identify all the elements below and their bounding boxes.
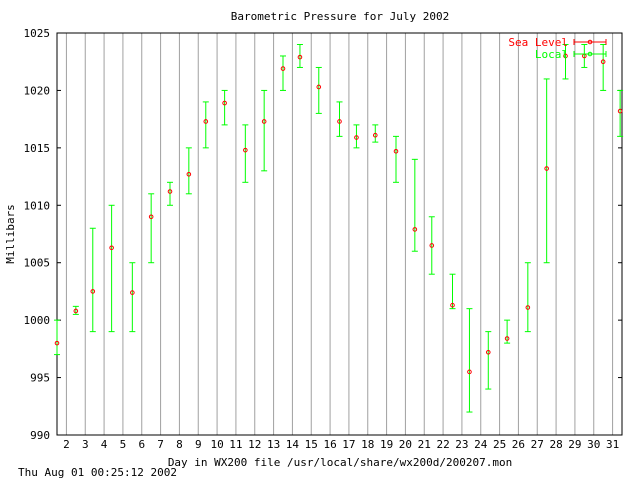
sea-level-point xyxy=(243,147,248,153)
x-tick-label: 25 xyxy=(493,438,506,451)
x-tick-label: 22 xyxy=(436,438,449,451)
sea-level-point xyxy=(186,171,192,177)
legend-label-local: Local xyxy=(535,48,568,61)
y-tick-label: 995 xyxy=(30,372,50,385)
sea-level-point xyxy=(412,227,418,232)
x-axis-label: Day in WX200 file /usr/local/share/wx200… xyxy=(168,456,512,469)
x-tick-label: 7 xyxy=(157,438,164,451)
sea-level-point xyxy=(130,290,135,295)
sea-level-point xyxy=(563,53,568,59)
sea-level-point xyxy=(450,302,455,308)
y-tick-label: 1010 xyxy=(24,199,51,212)
sea-level-point xyxy=(525,305,531,310)
x-tick-label: 28 xyxy=(549,438,562,451)
x-tick-label: 30 xyxy=(587,438,600,451)
x-tick-label: 12 xyxy=(248,438,261,451)
legend-point-sea-level xyxy=(587,39,593,45)
sea-level-point xyxy=(167,189,173,194)
x-tick-label: 6 xyxy=(138,438,145,451)
sea-level-point xyxy=(393,149,399,154)
x-tick-label: 29 xyxy=(568,438,581,451)
sea-level-point xyxy=(73,308,79,314)
y-tick-label: 1025 xyxy=(24,27,51,40)
x-tick-label: 14 xyxy=(286,438,300,451)
x-tick-label: 23 xyxy=(455,438,468,451)
legend-marks xyxy=(573,39,607,57)
sea-level-series xyxy=(54,53,623,375)
x-tick-label: 5 xyxy=(120,438,127,451)
y-axis-label: Millibars xyxy=(4,204,17,264)
sea-level-point xyxy=(203,119,209,124)
x-tick-label: 13 xyxy=(267,438,280,451)
legend-point-local xyxy=(587,51,593,57)
grid-lines xyxy=(65,33,614,435)
y-tick-label: 1005 xyxy=(24,257,51,270)
x-tick-label: 3 xyxy=(82,438,89,451)
x-tick-label: 20 xyxy=(399,438,412,451)
x-tick-label: 31 xyxy=(606,438,619,451)
sea-level-point xyxy=(109,245,114,251)
footer-timestamp: Thu Aug 01 00:25:12 2002 xyxy=(18,466,177,479)
sea-level-point xyxy=(54,340,60,346)
x-tick-label: 24 xyxy=(474,438,488,451)
x-axis-ticks: 2 3 4 5 6 7 8 9 10 11 12 13 14 15 16 17 18 19 20 21 22 23 24 25… xyxy=(63,438,619,451)
sea-level-point xyxy=(316,84,322,90)
x-tick-label: 21 xyxy=(418,438,431,451)
sea-level-point xyxy=(337,119,342,124)
y-tick-label: 990 xyxy=(30,429,50,442)
chart-title: Barometric Pressure for July 2002 xyxy=(231,10,450,23)
legend: Sea Level Local xyxy=(508,36,607,61)
y-tick-label: 1015 xyxy=(24,142,51,155)
sea-level-point xyxy=(485,350,491,355)
sea-level-point xyxy=(261,119,267,124)
x-tick-label: 27 xyxy=(531,438,544,451)
x-tick-label: 17 xyxy=(342,438,355,451)
x-tick-label: 15 xyxy=(305,438,318,451)
sea-level-point xyxy=(429,243,435,248)
sea-level-point xyxy=(467,369,472,375)
y-axis-ticks: 990 995 1000 1005 1010 1015 1020 1025 xyxy=(24,27,622,442)
sea-level-point xyxy=(600,59,606,65)
x-tick-label: 10 xyxy=(210,438,223,451)
plot-area-border xyxy=(56,32,623,436)
x-tick-label: 9 xyxy=(195,438,202,451)
sea-level-point xyxy=(354,135,359,140)
x-tick-label: 8 xyxy=(176,438,183,451)
sea-level-point xyxy=(504,336,510,341)
y-tick-label: 1000 xyxy=(24,314,51,327)
x-tick-label: 18 xyxy=(361,438,374,451)
x-tick-label: 11 xyxy=(229,438,242,451)
sea-level-point xyxy=(544,166,549,171)
x-tick-label: 16 xyxy=(323,438,336,451)
x-tick-label: 2 xyxy=(63,438,70,451)
sea-level-point xyxy=(297,54,303,60)
x-tick-label: 19 xyxy=(380,438,393,451)
sea-level-point xyxy=(372,132,378,138)
legend-label-sea-level: Sea Level xyxy=(508,36,568,49)
x-tick-label: 26 xyxy=(512,438,525,451)
sea-level-point xyxy=(617,108,623,114)
sea-level-point xyxy=(280,66,286,71)
x-tick-label: 4 xyxy=(101,438,108,451)
sea-level-point xyxy=(148,214,154,220)
sea-level-point xyxy=(90,289,96,294)
sea-level-point xyxy=(222,100,227,106)
y-tick-label: 1020 xyxy=(24,84,51,97)
